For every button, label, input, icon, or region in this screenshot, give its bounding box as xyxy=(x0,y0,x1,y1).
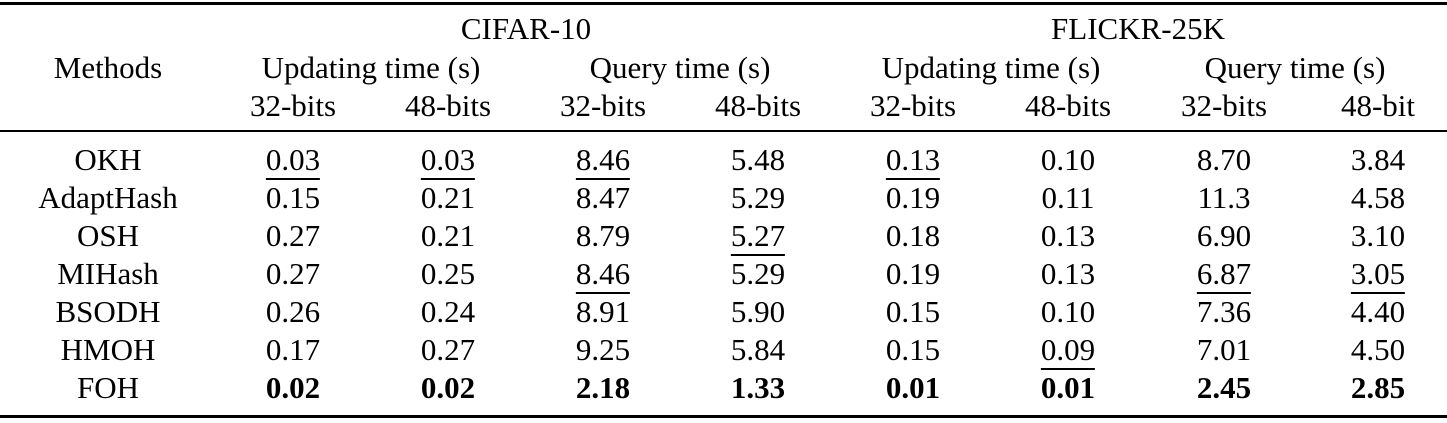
table-cell: 6.90 xyxy=(1196,218,1252,253)
table-cell: 5.29 xyxy=(730,180,786,215)
table-cell: 0.11 xyxy=(1041,180,1095,215)
table-cell: 0.18 xyxy=(885,218,941,253)
bits-header: 32-bits xyxy=(249,88,337,123)
table-cell: 11.3 xyxy=(1197,180,1251,215)
method-name: BSODH xyxy=(55,294,161,329)
bits-header: 32-bits xyxy=(559,88,647,123)
methods-header: Methods xyxy=(53,50,163,85)
table-cell: 0.03 xyxy=(265,142,321,180)
table-cell: 4.58 xyxy=(1350,180,1406,215)
table-cell: 0.01 xyxy=(885,370,941,405)
method-name: OSH xyxy=(76,218,140,253)
group-header-flickr-updating: Updating time (s) xyxy=(881,50,1101,85)
bits-header: 48-bits xyxy=(404,88,492,123)
dataset-header-cifar10: CIFAR-10 xyxy=(460,11,592,46)
table-cell: 7.36 xyxy=(1196,294,1252,329)
table-bottom-rule xyxy=(0,415,1447,418)
table-cell: 0.21 xyxy=(420,218,476,253)
table-cell: 0.09 xyxy=(1040,332,1096,370)
bits-header: 48-bit xyxy=(1340,88,1416,123)
table-cell: 0.19 xyxy=(885,180,941,215)
table-cell: 0.27 xyxy=(265,256,321,291)
table-cell: 2.45 xyxy=(1196,370,1252,405)
table-cell: 6.87 xyxy=(1196,256,1252,294)
table-cell: 0.13 xyxy=(1040,218,1096,253)
table-cell: 5.90 xyxy=(730,294,786,329)
table-cell: 3.10 xyxy=(1350,218,1406,253)
table-cell: 0.02 xyxy=(265,370,321,405)
table-cell: 0.17 xyxy=(265,332,321,367)
table-cell: 0.13 xyxy=(1040,256,1096,291)
table-cell: 0.10 xyxy=(1040,294,1096,329)
table-cell: 0.26 xyxy=(265,294,321,329)
table-cell: 5.27 xyxy=(730,218,786,256)
group-header-cifar-updating: Updating time (s) xyxy=(261,50,481,85)
bits-header: 32-bits xyxy=(869,88,957,123)
table-cell: 0.01 xyxy=(1040,370,1096,405)
table-cell: 0.19 xyxy=(885,256,941,291)
table-cell: 0.10 xyxy=(1040,142,1096,177)
bits-header: 32-bits xyxy=(1180,88,1268,123)
table-cell: 5.84 xyxy=(730,332,786,367)
table-cell: 0.21 xyxy=(420,180,476,215)
table-cell: 9.25 xyxy=(575,332,631,367)
table-cell: 0.13 xyxy=(885,142,941,180)
table-cell: 0.25 xyxy=(420,256,476,291)
table-cell: 0.03 xyxy=(420,142,476,180)
table-cell: 8.91 xyxy=(575,294,631,329)
table-cell: 0.27 xyxy=(420,332,476,367)
bits-header: 48-bits xyxy=(1024,88,1112,123)
method-name: AdaptHash xyxy=(38,180,178,215)
table-cell: 8.46 xyxy=(575,142,631,180)
table-cell: 0.15 xyxy=(265,180,321,215)
table-header-rule xyxy=(0,130,1447,132)
table-cell: 4.50 xyxy=(1350,332,1406,367)
table-top-rule xyxy=(0,2,1447,5)
group-header-cifar-query: Query time (s) xyxy=(589,50,771,85)
table-cell: 4.40 xyxy=(1350,294,1406,329)
table-cell: 0.15 xyxy=(885,294,941,329)
table-cell: 0.02 xyxy=(420,370,476,405)
table-cell: 3.84 xyxy=(1350,142,1406,177)
table-cell: 5.48 xyxy=(730,142,786,177)
method-name: FOH xyxy=(76,370,140,405)
table-cell: 1.33 xyxy=(730,370,786,405)
table-cell: 3.05 xyxy=(1350,256,1406,294)
table-cell: 7.01 xyxy=(1196,332,1252,367)
table-cell: 0.15 xyxy=(885,332,941,367)
method-name: HMOH xyxy=(60,332,156,367)
method-name: MIHash xyxy=(57,256,159,291)
table-cell: 8.46 xyxy=(575,256,631,294)
table-cell: 2.85 xyxy=(1350,370,1406,405)
table-cell: 0.24 xyxy=(420,294,476,329)
table-cell: 8.47 xyxy=(575,180,631,215)
table-cell: 5.29 xyxy=(730,256,786,291)
table-cell: 2.18 xyxy=(575,370,631,405)
bits-header: 48-bits xyxy=(714,88,802,123)
table-cell: 0.27 xyxy=(265,218,321,253)
method-name: OKH xyxy=(74,142,142,177)
table-cell: 8.70 xyxy=(1196,142,1252,177)
table-cell: 8.79 xyxy=(575,218,631,253)
group-header-flickr-query: Query time (s) xyxy=(1204,50,1386,85)
dataset-header-flickr25k: FLICKR-25K xyxy=(1051,11,1225,46)
